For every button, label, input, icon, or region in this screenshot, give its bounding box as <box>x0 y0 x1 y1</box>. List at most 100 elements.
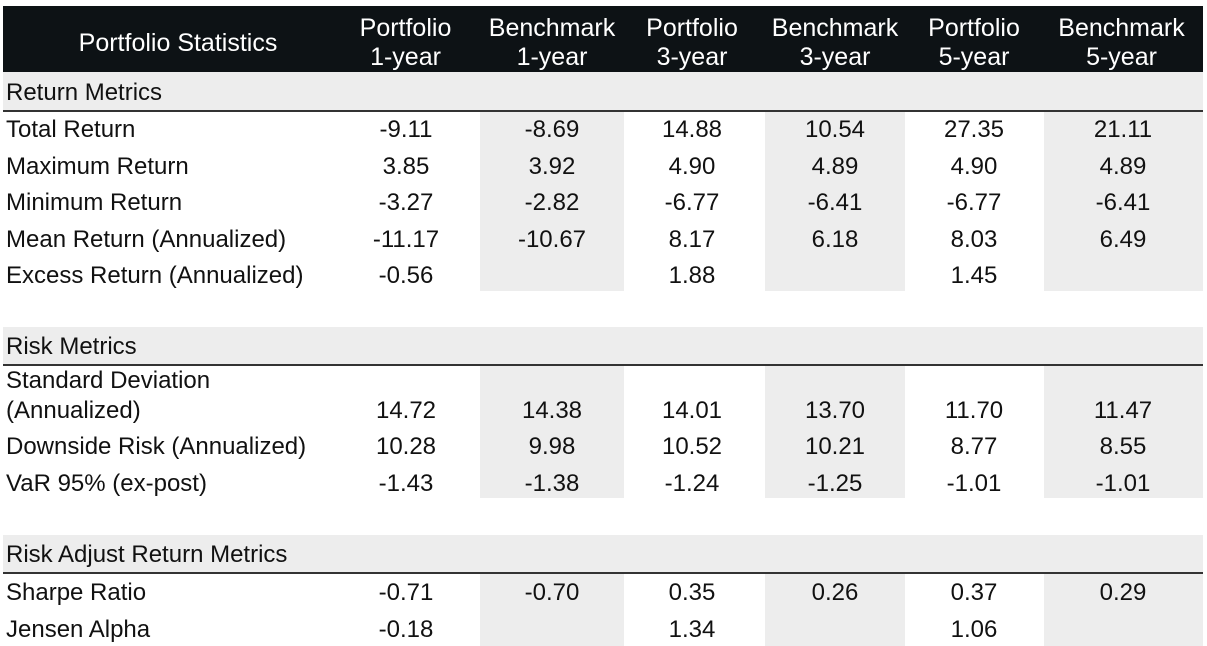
table-cell: 4.90 <box>668 153 716 180</box>
table-cell: 10.54 <box>804 116 866 143</box>
header-line1: Benchmark <box>1058 14 1185 42</box>
benchmark-5y-shade <box>1044 366 1203 498</box>
header-benchmark-5y: Benchmark 5-year <box>1050 14 1193 72</box>
table-cell: -6.41 <box>807 189 863 216</box>
table-cell: -6.41 <box>1095 189 1151 216</box>
header-line2: 1-year <box>370 43 441 71</box>
header-portfolio-3y: Portfolio 3-year <box>639 14 745 72</box>
row-label-line1: Standard Deviation <box>6 367 211 394</box>
benchmark-3y-shade <box>765 574 905 646</box>
table-cell: -0.56 <box>378 262 434 289</box>
table-cell: -0.71 <box>378 579 434 606</box>
section-title: Return Metrics <box>6 79 163 106</box>
table-cell: 10.52 <box>661 433 723 460</box>
section-header-risk-metrics: Risk Metrics <box>3 327 1203 366</box>
table-cell: 14.38 <box>521 397 583 424</box>
table-cell: 13.70 <box>804 397 866 424</box>
table-cell: 14.01 <box>661 397 723 424</box>
table-cell: 0.29 <box>1099 579 1147 606</box>
table-cell: 1.06 <box>950 616 998 643</box>
table-cell: 4.89 <box>1099 153 1147 180</box>
table-cell: 8.55 <box>1099 433 1147 460</box>
table-cell: -0.70 <box>524 579 580 606</box>
table-cell: 10.28 <box>375 433 437 460</box>
section-title: Risk Adjust Return Metrics <box>6 541 288 568</box>
table-cell: -2.82 <box>524 189 580 216</box>
table-cell: 8.17 <box>668 226 716 253</box>
header-line1: Benchmark <box>488 14 616 42</box>
section-header-risk-adjusted-metrics: Risk Adjust Return Metrics <box>3 535 1203 574</box>
row-label: Jensen Alpha <box>6 616 151 643</box>
table-cell: 4.90 <box>950 153 998 180</box>
benchmark-1y-shade <box>480 366 624 498</box>
table-cell: 11.70 <box>944 397 1004 424</box>
table-cell: 21.11 <box>1093 116 1153 143</box>
table-cell: -3.27 <box>378 189 434 216</box>
header-line1: Portfolio <box>359 14 452 42</box>
table-header: Portfolio Statistics Portfolio 1-year Be… <box>3 6 1203 72</box>
header-line2: 1-year <box>516 43 588 71</box>
benchmark-3y-shade <box>765 112 905 291</box>
row-label: (Annualized) <box>6 397 141 424</box>
table-cell: 11.47 <box>1093 397 1153 424</box>
row-label: Downside Risk (Annualized) <box>6 433 307 460</box>
header-line1: Portfolio <box>646 14 738 42</box>
row-label: Mean Return (Annualized) <box>6 226 287 253</box>
header-line2: 3-year <box>656 43 728 71</box>
table-cell: -1.01 <box>1095 470 1151 497</box>
table-cell: 1.88 <box>668 262 716 289</box>
header-portfolio-5y: Portfolio 5-year <box>921 14 1027 72</box>
row-label: Minimum Return <box>6 189 183 216</box>
table-cell: -1.43 <box>378 470 434 497</box>
header-portfolio-1y: Portfolio 1-year <box>353 14 458 72</box>
benchmark-1y-shade <box>480 112 624 291</box>
table-cell: -6.77 <box>664 189 720 216</box>
benchmark-5y-shade <box>1044 112 1203 291</box>
table-cell: 6.49 <box>1099 226 1147 253</box>
table-cell: 1.34 <box>668 616 716 643</box>
table-cell: -1.25 <box>807 470 863 497</box>
table-cell: -1.01 <box>946 470 1002 497</box>
section-title: Risk Metrics <box>6 333 137 360</box>
header-title: Portfolio Statistics <box>3 14 353 72</box>
table-cell: 0.37 <box>950 579 998 606</box>
row-label: VaR 95% (ex-post) <box>6 470 207 497</box>
header-line1: Portfolio <box>928 14 1020 42</box>
table-cell: 27.35 <box>943 116 1005 143</box>
portfolio-statistics-table: Portfolio Statistics Portfolio 1-year Be… <box>3 0 1203 646</box>
table-cell: -1.24 <box>664 470 720 497</box>
table-cell: -8.69 <box>524 116 580 143</box>
section-header-return-metrics: Return Metrics <box>3 72 1203 112</box>
row-label: Maximum Return <box>6 153 189 180</box>
table-cell: 0.35 <box>668 579 716 606</box>
table-cell: 8.77 <box>950 433 998 460</box>
row-label: Sharpe Ratio <box>6 579 147 606</box>
header-line2: 5-year <box>938 43 1010 71</box>
row-label: Total Return <box>6 116 136 143</box>
header-line2: 5-year <box>1086 43 1157 71</box>
table-cell: 0.26 <box>811 579 859 606</box>
table-cell: -1.38 <box>524 470 580 497</box>
header-benchmark-1y: Benchmark 1-year <box>480 14 624 72</box>
table-cell: -10.67 <box>517 226 587 253</box>
table-cell: 6.18 <box>811 226 859 253</box>
table-cell: -0.18 <box>378 616 434 643</box>
table-cell: 10.21 <box>804 433 866 460</box>
header-title-text: Portfolio Statistics <box>78 28 278 57</box>
table-cell: -11.17 <box>372 226 440 253</box>
table-cell: 4.89 <box>811 153 859 180</box>
table-cell: 1.45 <box>950 262 998 289</box>
table-cell: 3.92 <box>528 153 576 180</box>
benchmark-3y-shade <box>765 366 905 498</box>
benchmark-1y-shade <box>480 574 624 646</box>
header-line1: Benchmark <box>771 14 899 42</box>
table-cell: 9.98 <box>528 433 576 460</box>
row-label: Excess Return (Annualized) <box>6 262 304 289</box>
header-benchmark-3y: Benchmark 3-year <box>765 14 905 72</box>
table-cell: -6.77 <box>946 189 1002 216</box>
table-cell: 3.85 <box>382 153 430 180</box>
header-line2: 3-year <box>799 43 871 71</box>
benchmark-5y-shade <box>1044 574 1203 646</box>
table-cell: 14.72 <box>375 397 437 424</box>
table-cell: -9.11 <box>379 116 433 143</box>
